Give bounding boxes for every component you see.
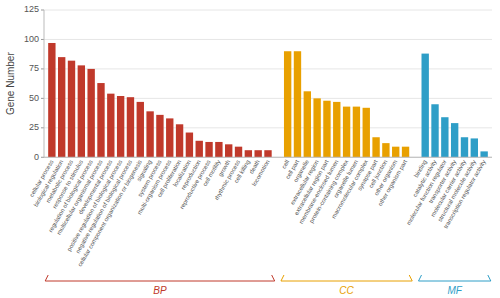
group-bracket xyxy=(281,275,412,281)
bar xyxy=(176,124,183,157)
x-tick-label: cellular component organization or bioge… xyxy=(77,159,143,268)
bar xyxy=(284,51,291,157)
bar xyxy=(196,141,203,157)
y-tick-label: 100 xyxy=(24,34,39,44)
x-tick-label: other organism part xyxy=(377,159,408,207)
bar xyxy=(215,142,222,157)
bar xyxy=(127,97,134,157)
bar xyxy=(117,96,124,157)
grid xyxy=(44,10,492,157)
bar xyxy=(245,150,252,157)
bar xyxy=(461,137,468,157)
y-tick-label: 50 xyxy=(29,93,39,103)
bar xyxy=(304,91,311,157)
grid-line xyxy=(44,10,492,11)
bar xyxy=(343,107,350,158)
group-brackets: BP CC MF xyxy=(45,275,491,296)
y-tick-label: 0 xyxy=(34,152,39,162)
bar xyxy=(382,143,389,157)
y-tick-label: 75 xyxy=(29,63,39,73)
y-axis-line xyxy=(44,10,45,157)
y-axis: 0 25 50 75 100 125 xyxy=(24,4,44,161)
x-axis: cellular processbiological regulationmet… xyxy=(29,158,487,267)
bar xyxy=(146,111,153,157)
x-tick-label: protein-containing complex xyxy=(308,159,349,224)
bar xyxy=(68,61,75,158)
bar xyxy=(48,43,55,157)
bar xyxy=(225,144,232,157)
y-tick-label: 125 xyxy=(24,4,39,14)
group-bracket xyxy=(419,275,491,281)
x-tick-label: transcription regulator activity xyxy=(443,159,487,230)
bar xyxy=(235,147,242,158)
bar xyxy=(392,147,399,158)
bar xyxy=(205,142,212,157)
bar xyxy=(186,133,193,158)
bar xyxy=(107,94,114,158)
bar xyxy=(137,102,144,157)
group-label: MF xyxy=(447,285,462,296)
x-tick-label: negative regulation of biological proces… xyxy=(75,159,134,254)
bar xyxy=(78,65,85,157)
group-bracket xyxy=(45,275,275,281)
bar xyxy=(441,117,448,157)
bar xyxy=(353,107,360,158)
x-tick-label: locomotion xyxy=(251,159,271,187)
bar xyxy=(422,54,429,158)
bar xyxy=(451,123,458,157)
bar xyxy=(402,147,409,158)
grid-line xyxy=(44,157,492,158)
chart: 0 25 50 75 100 125 Gene Number cellular process… xyxy=(0,0,500,298)
bar xyxy=(87,69,94,157)
bar xyxy=(166,118,173,157)
group-label: BP xyxy=(153,285,167,296)
bar xyxy=(372,137,379,157)
bar xyxy=(156,115,163,157)
bar xyxy=(58,57,65,157)
y-tick-label: 25 xyxy=(29,122,39,132)
bar xyxy=(313,98,320,157)
x-tick-label: macromolecular complex xyxy=(330,159,369,220)
bar xyxy=(333,102,340,157)
bar xyxy=(363,108,370,157)
bar xyxy=(264,150,271,157)
x-axis-line xyxy=(44,157,492,158)
bar xyxy=(97,83,104,157)
bar xyxy=(431,104,438,157)
bar xyxy=(294,51,301,157)
bar xyxy=(323,101,330,158)
y-axis-title: Gene Number xyxy=(5,52,16,115)
bar xyxy=(480,151,487,157)
bar xyxy=(471,138,478,157)
bar xyxy=(254,150,261,157)
group-label: CC xyxy=(339,285,354,296)
grid-line xyxy=(44,39,492,40)
bars xyxy=(48,43,488,157)
